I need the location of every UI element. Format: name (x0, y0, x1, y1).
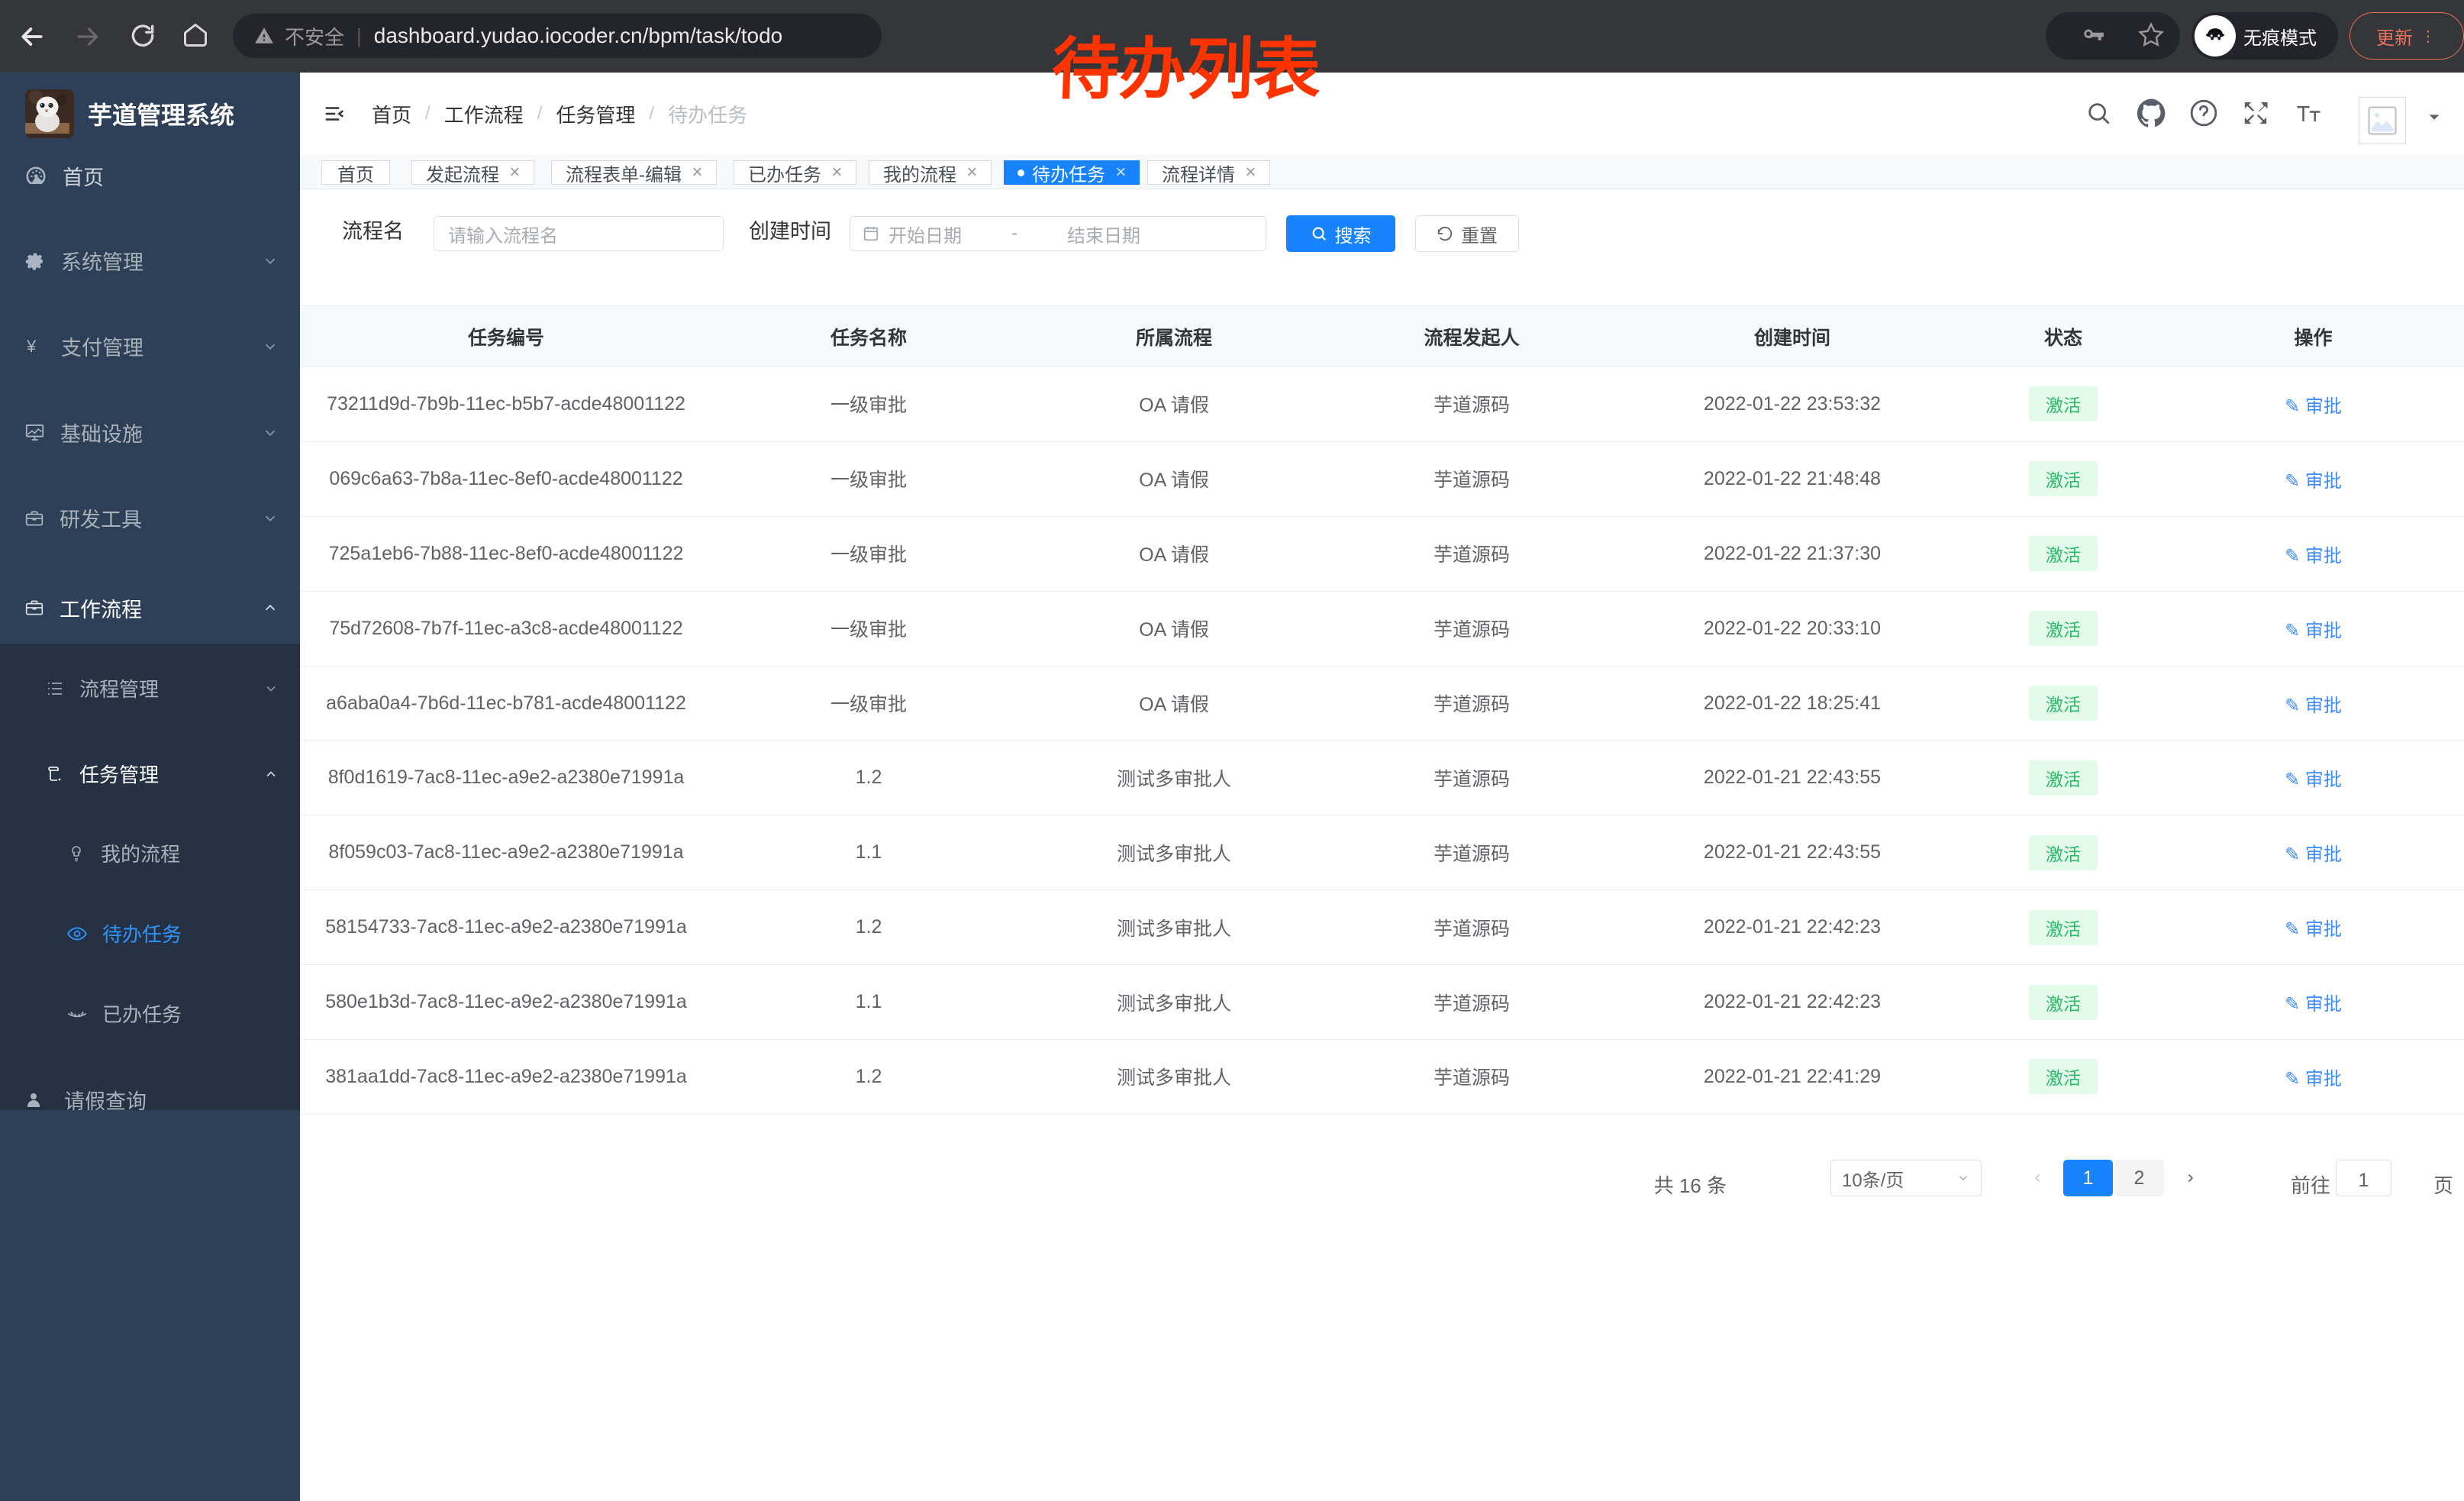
svg-text:¥: ¥ (26, 337, 37, 356)
